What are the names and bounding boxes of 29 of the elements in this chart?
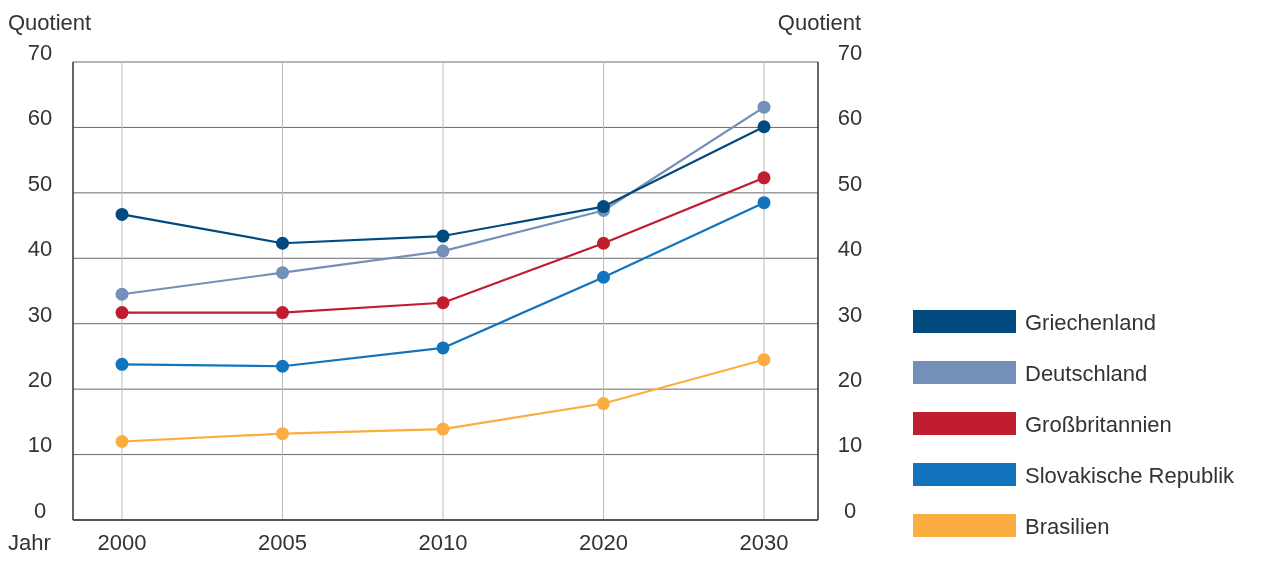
x-tick-label: 2010 [418,530,468,555]
y2-axis-title: Quotient [777,10,861,35]
y2-tick-label: 30 [837,301,863,327]
y-tick-label: 50 [27,170,53,196]
y-tick-label: 10 [27,432,53,458]
y2-tick-label: 60 [837,105,863,131]
legend-label: Großbritannien [1025,412,1172,437]
legend-label: Griechenland [1025,310,1156,335]
legend-label: Brasilien [1025,514,1110,539]
y-tick-label: 40 [27,236,53,262]
x-axis-title: Jahr [8,530,51,555]
x-tick-label: 2020 [579,530,628,555]
y2-tick-label: 40 [837,236,863,262]
y-tick-label: 30 [27,301,53,327]
y-tick-label: 20 [27,366,53,392]
legend-label: Slovakische Republik [1025,463,1236,488]
x-tick-label: 2000 [97,530,147,555]
y2-tick-label: 0 [843,497,857,523]
y2-tick-label: 20 [837,366,863,392]
y-tick-label: 0 [33,497,47,523]
y2-tick-label: 70 [837,39,863,65]
legend-label: Deutschland [1025,361,1148,386]
y-tick-label: 60 [27,105,53,131]
y-axis-title: Quotient [8,10,92,35]
y2-tick-label: 10 [837,432,863,458]
y2-tick-label: 50 [837,170,863,196]
y-tick-label: 70 [27,39,53,65]
x-tick-label: 2030 [739,530,789,555]
x-tick-label: 2005 [258,530,307,555]
